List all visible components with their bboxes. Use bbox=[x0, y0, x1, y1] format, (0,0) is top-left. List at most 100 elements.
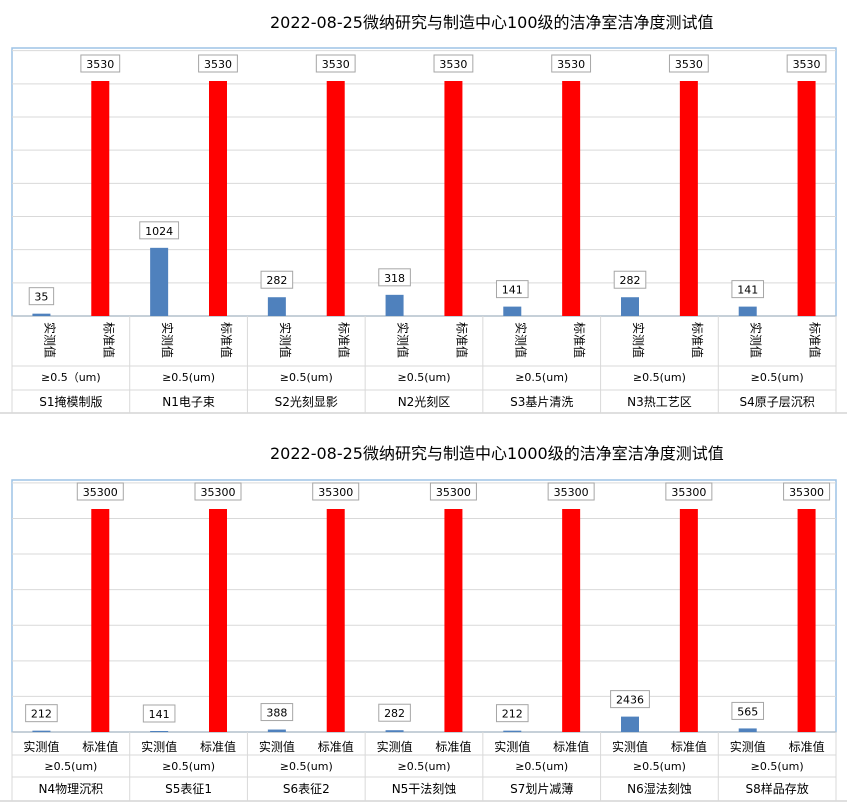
particle-size-label: ≥0.5(um) bbox=[633, 760, 686, 773]
data-label-text: 3530 bbox=[86, 58, 114, 71]
measured-value-label: 212 bbox=[25, 704, 58, 723]
measured-value-label: 2436 bbox=[610, 690, 650, 709]
location-label: N5干法刻蚀 bbox=[392, 782, 457, 796]
data-label-text: 565 bbox=[737, 705, 758, 718]
standard-value-label: 3530 bbox=[786, 54, 827, 73]
standard-label: 标准值 bbox=[337, 322, 352, 358]
chart-2-title: 2022-08-25微纳研究与制造中心1000级的洁净室洁净度测试值 bbox=[270, 444, 724, 463]
standard-bar bbox=[91, 509, 110, 732]
measured-value-label: 282 bbox=[378, 703, 411, 722]
measured-bar bbox=[32, 730, 51, 732]
data-label-text: 35300 bbox=[789, 486, 824, 499]
standard-value-label: 35300 bbox=[665, 482, 713, 501]
location-label: S4原子层沉积 bbox=[740, 395, 815, 409]
measured-bar bbox=[738, 306, 757, 316]
data-label-box bbox=[731, 280, 765, 299]
measured-label: 实测值 bbox=[259, 739, 295, 754]
standard-value-label: 3530 bbox=[433, 54, 474, 73]
data-label-box bbox=[783, 482, 831, 501]
measured-label: 实测值 bbox=[513, 322, 528, 358]
data-label-box bbox=[429, 482, 477, 501]
particle-size-label: ≥0.5(um) bbox=[44, 760, 97, 773]
location-label: S6表征2 bbox=[283, 782, 330, 796]
data-label-text: 2436 bbox=[616, 694, 644, 707]
standard-label: 标准值 bbox=[200, 739, 236, 754]
measured-label: 实测值 bbox=[631, 322, 646, 358]
standard-bar bbox=[326, 81, 345, 316]
particle-size-label: ≥0.5（um) bbox=[41, 371, 101, 384]
measured-label: 实测值 bbox=[23, 739, 59, 754]
data-label-box bbox=[28, 287, 55, 306]
standard-value-label: 35300 bbox=[76, 482, 124, 501]
particle-size-label: ≥0.5(um) bbox=[515, 371, 568, 384]
standard-value-label: 3530 bbox=[198, 54, 238, 73]
standard-label: 标准值 bbox=[101, 322, 116, 358]
standard-label: 标准值 bbox=[454, 322, 469, 358]
data-label-text: 35 bbox=[34, 291, 48, 304]
standard-value-label: 3530 bbox=[668, 54, 709, 73]
measured-label: 实测值 bbox=[396, 322, 411, 358]
standard-bar bbox=[797, 81, 816, 316]
data-label-box bbox=[142, 704, 176, 723]
measured-label: 实测值 bbox=[612, 739, 648, 754]
location-label: N1电子束 bbox=[162, 395, 215, 409]
particle-size-label: ≥0.5(um) bbox=[515, 760, 568, 773]
standard-value-label: 3530 bbox=[551, 54, 592, 73]
standard-bar bbox=[679, 81, 698, 316]
data-label-box bbox=[613, 270, 647, 289]
data-label-text: 35300 bbox=[554, 486, 589, 499]
data-label-box bbox=[312, 482, 360, 501]
measured-bar bbox=[503, 730, 522, 732]
standard-bar bbox=[797, 509, 816, 732]
standard-label: 标准值 bbox=[671, 739, 707, 754]
standard-bar bbox=[91, 81, 110, 316]
measured-label: 实测值 bbox=[278, 322, 293, 358]
standard-value-label: 35300 bbox=[194, 482, 242, 501]
data-label-text: 35300 bbox=[318, 486, 353, 499]
measured-value-label: 318 bbox=[378, 268, 411, 287]
standard-label: 标准值 bbox=[690, 322, 705, 358]
plot-area-frame bbox=[11, 47, 837, 317]
data-label-text: 3530 bbox=[204, 58, 232, 71]
measured-value-label: 282 bbox=[613, 270, 647, 289]
data-label-box bbox=[610, 690, 650, 709]
data-label-text: 212 bbox=[502, 708, 523, 721]
measured-value-label: 212 bbox=[495, 704, 529, 723]
data-label-box bbox=[260, 270, 294, 289]
measured-value-label: 565 bbox=[731, 701, 765, 720]
data-label-box bbox=[551, 54, 592, 73]
standard-bar bbox=[209, 509, 227, 732]
measured-label: 实测值 bbox=[141, 739, 177, 754]
standard-label: 标准值 bbox=[572, 322, 587, 358]
data-label-box bbox=[665, 482, 713, 501]
data-label-box bbox=[378, 703, 411, 722]
data-label-text: 141 bbox=[149, 708, 170, 721]
data-label-box bbox=[495, 280, 529, 299]
location-label: N3热工艺区 bbox=[627, 395, 692, 409]
standard-bar bbox=[444, 81, 463, 316]
data-label-box bbox=[194, 482, 242, 501]
location-label: S2光刻显影 bbox=[275, 395, 338, 409]
standard-bar bbox=[326, 509, 345, 732]
standard-bar bbox=[444, 509, 463, 732]
measured-bar bbox=[503, 306, 522, 316]
standard-bar bbox=[209, 81, 227, 316]
data-label-box bbox=[315, 54, 356, 73]
data-label-text: 35300 bbox=[83, 486, 118, 499]
data-label-box bbox=[668, 54, 709, 73]
data-label-text: 318 bbox=[384, 272, 405, 285]
data-label-box bbox=[198, 54, 238, 73]
measured-bar bbox=[150, 731, 169, 732]
data-label-text: 141 bbox=[502, 284, 523, 297]
measured-bar bbox=[621, 297, 639, 316]
standard-value-label: 3530 bbox=[315, 54, 356, 73]
data-label-text: 3530 bbox=[322, 58, 350, 71]
measured-bar bbox=[32, 313, 51, 316]
standard-value-label: 35300 bbox=[783, 482, 831, 501]
measured-value-label: 282 bbox=[260, 270, 294, 289]
measured-label: 实测值 bbox=[42, 322, 57, 358]
measured-bar bbox=[738, 728, 757, 732]
standard-bar bbox=[562, 509, 581, 732]
data-label-text: 3530 bbox=[675, 58, 703, 71]
location-label: S5表征1 bbox=[165, 782, 212, 796]
